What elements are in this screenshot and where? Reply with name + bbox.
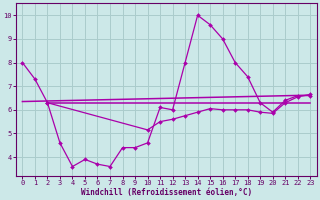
X-axis label: Windchill (Refroidissement éolien,°C): Windchill (Refroidissement éolien,°C) (81, 188, 252, 197)
